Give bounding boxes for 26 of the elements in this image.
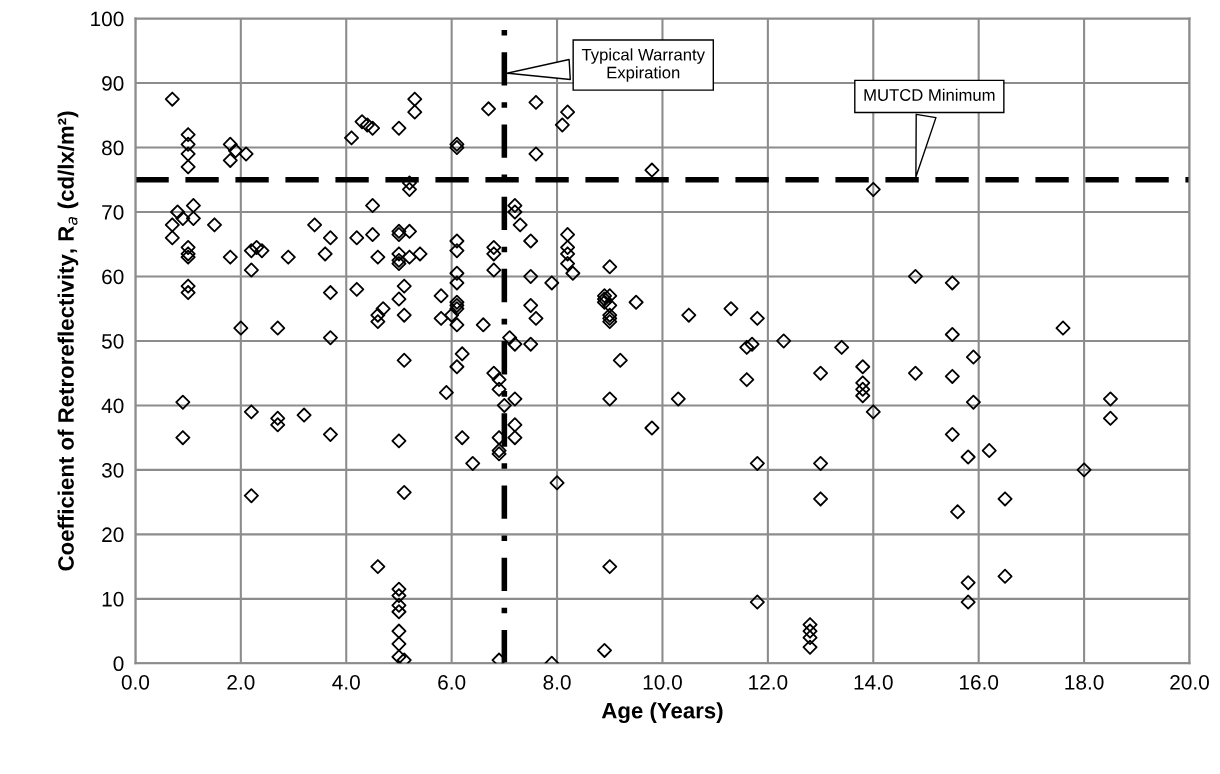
y-tick-label: 30 xyxy=(101,462,124,478)
y-tick-label: 50 xyxy=(101,333,124,349)
x-axis-title: Age (Years) xyxy=(601,702,723,723)
x-tick-label: 14.0 xyxy=(854,674,893,690)
x-tick-label: 4.0 xyxy=(332,674,360,690)
x-tick-label: 0.0 xyxy=(121,674,150,690)
x-tick-label: 2.0 xyxy=(227,674,255,690)
ref-line-label: Typical Warranty Expiration xyxy=(581,48,705,82)
x-tick-label: 18.0 xyxy=(1065,674,1104,690)
x-tick-label: 12.0 xyxy=(749,674,788,690)
y-tick-label: 100 xyxy=(91,11,124,27)
x-tick-label: 8.0 xyxy=(543,674,571,690)
x-tick-label: 16.0 xyxy=(960,674,999,690)
y-tick-label: 0 xyxy=(113,656,124,672)
y-tick-label: 90 xyxy=(102,76,124,91)
ref-line-label: MUTCD Minimum xyxy=(864,88,995,101)
x-tick-label: 10.0 xyxy=(643,674,682,690)
y-tick-label: 80 xyxy=(102,140,124,156)
x-tick-label: 6.0 xyxy=(438,674,466,690)
y-axis-title: Coefficient of Retroreflectivity, R$_{a}$ (cd/lx/m²) xyxy=(57,111,79,571)
y-tick-label: 20 xyxy=(102,527,124,543)
y-tick-label: 10 xyxy=(102,591,124,607)
y-tick-label: 70 xyxy=(102,205,124,220)
y-tick-label: 40 xyxy=(101,398,124,414)
y-tick-label: 60 xyxy=(102,269,124,285)
x-tick-label: 20.0 xyxy=(1170,674,1209,690)
